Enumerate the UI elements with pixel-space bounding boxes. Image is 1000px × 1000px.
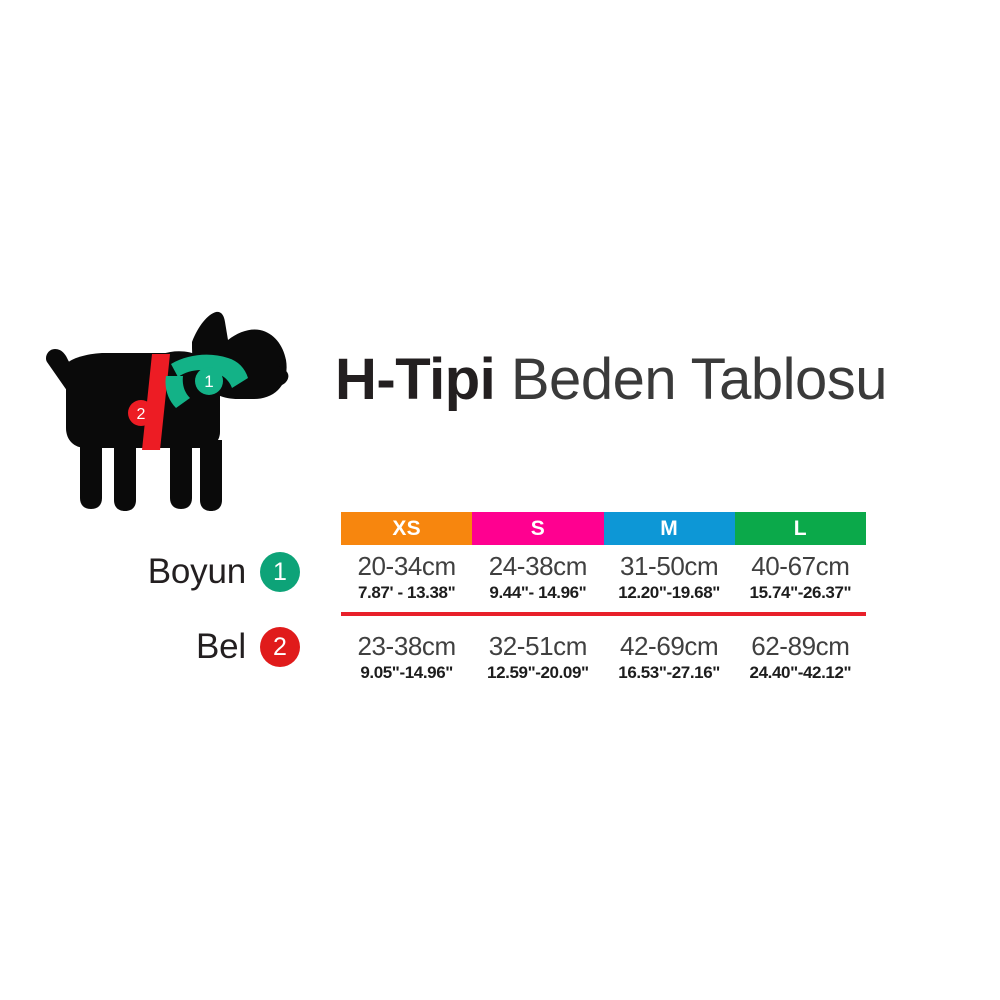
page-title-product: H-Tipi	[335, 347, 496, 412]
waist-band-marker	[142, 354, 170, 450]
cell-value-inch: 12.59"-20.09"	[487, 663, 589, 682]
cell-value-cm: 31-50cm	[619, 551, 719, 581]
table-cell-boyun-xs: 20-34cm 7.87' - 13.38"	[341, 545, 472, 603]
cell-value-cm: 23-38cm	[357, 631, 456, 661]
dog-silhouette-illustration: 1 2	[42, 302, 292, 520]
size-header-m: M	[603, 512, 735, 545]
cell-value-cm: 42-69cm	[619, 631, 719, 661]
table-cell-boyun-l: 40-67cm 15.74"-26.37"	[735, 545, 866, 603]
cell-value-cm: 24-38cm	[488, 551, 588, 581]
size-header-s: S	[472, 512, 604, 545]
dog-body-shape	[45, 311, 289, 511]
marker-badge-2: 2	[260, 627, 300, 667]
cell-value-cm: 32-51cm	[488, 631, 588, 661]
table-cell-bel-l: 62-89cm 24.40"-42.12"	[735, 625, 866, 683]
cell-value-cm: 20-34cm	[357, 551, 456, 581]
marker-badge-1: 1	[260, 552, 300, 592]
cell-value-inch: 16.53"-27.16"	[618, 663, 720, 682]
table-cell-bel-s: 32-51cm 12.59"-20.09"	[472, 625, 603, 683]
dog-silhouette-svg: 1 2	[45, 311, 289, 511]
cell-value-inch: 9.05"-14.96"	[360, 663, 453, 682]
table-cell-boyun-s: 24-38cm 9.44"- 14.96"	[472, 545, 603, 603]
table-cell-bel-xs: 23-38cm 9.05"-14.96"	[341, 625, 472, 683]
cell-value-inch: 12.20"-19.68"	[618, 583, 720, 602]
size-table: XS S M L 20-34cm 7.87' - 13.38" 24-38cm …	[341, 512, 866, 683]
cell-value-inch: 24.40"-42.12"	[749, 663, 852, 682]
size-header-xs: XS	[341, 512, 473, 545]
cell-value-inch: 15.74"-26.37"	[749, 583, 852, 602]
cell-value-cm: 62-89cm	[751, 631, 850, 661]
table-cell-bel-m: 42-69cm 16.53"-27.16"	[604, 625, 735, 683]
row-label-bel-text: Bel	[196, 627, 246, 666]
row-label-boyun: Boyun 1	[110, 550, 300, 594]
size-table-row-boyun: 20-34cm 7.87' - 13.38" 24-38cm 9.44"- 14…	[341, 545, 866, 603]
neck-band-marker	[165, 354, 248, 408]
illustration-marker-2: 2	[128, 400, 154, 426]
size-header-l: L	[734, 512, 866, 545]
size-table-header-row: XS S M L	[341, 512, 866, 545]
size-table-row-bel: 23-38cm 9.05"-14.96" 32-51cm 12.59"-20.0…	[341, 625, 866, 683]
row-label-bel: Bel 2	[110, 625, 300, 669]
page-title-subject: Beden Tablosu	[510, 347, 888, 412]
page-title: H-Tipi Beden Tablosu	[335, 347, 888, 412]
cell-value-inch: 9.44"- 14.96"	[489, 583, 587, 602]
table-cell-boyun-m: 31-50cm 12.20"-19.68"	[604, 545, 735, 603]
illustration-marker-1-label: 1	[204, 372, 213, 391]
table-row-divider	[341, 612, 866, 616]
illustration-marker-1: 1	[195, 367, 223, 395]
row-label-boyun-text: Boyun	[147, 552, 246, 591]
cell-value-inch: 7.87' - 13.38"	[358, 583, 456, 602]
cell-value-cm: 40-67cm	[751, 551, 850, 581]
illustration-marker-2-label: 2	[137, 406, 146, 423]
